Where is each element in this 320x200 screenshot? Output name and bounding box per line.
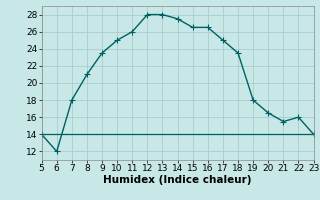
- X-axis label: Humidex (Indice chaleur): Humidex (Indice chaleur): [103, 175, 252, 185]
